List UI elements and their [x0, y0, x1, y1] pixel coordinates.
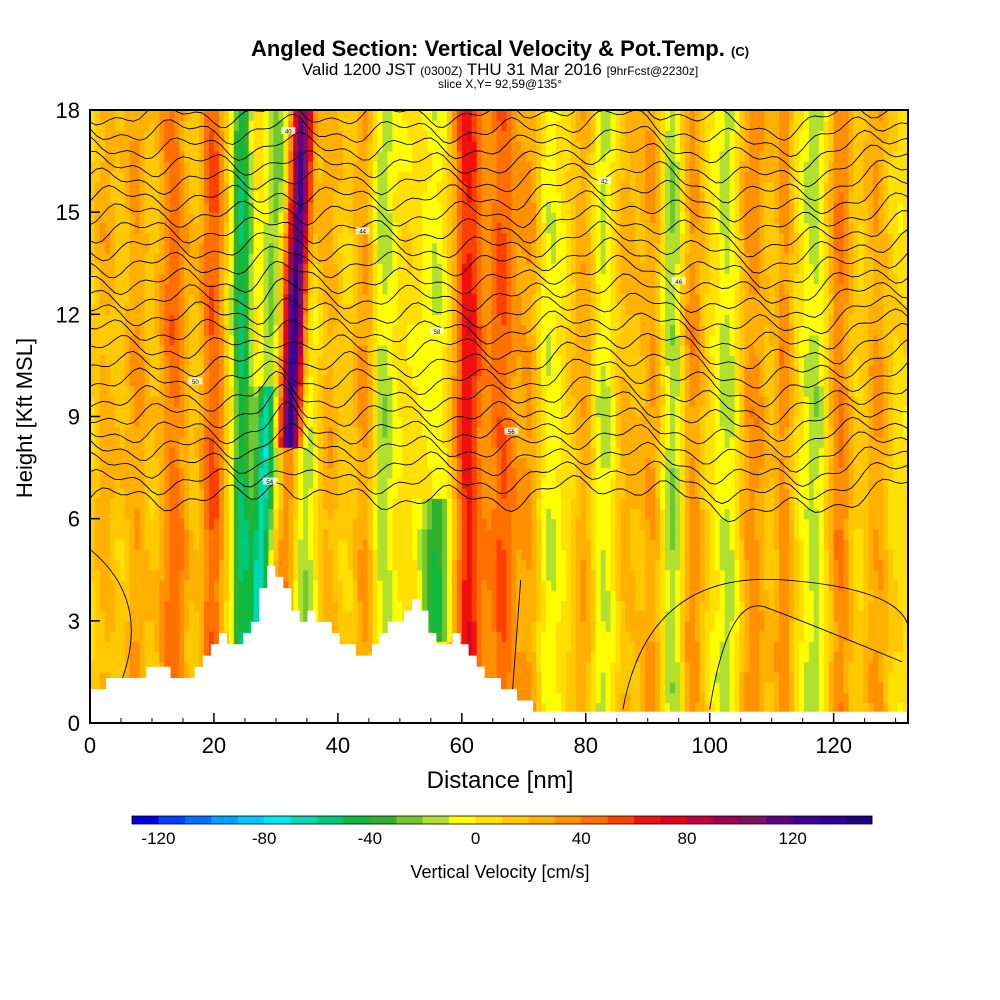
colorbar-swatch	[422, 816, 450, 824]
theta-contour	[90, 358, 908, 408]
theta-contour	[622, 578, 908, 710]
colorbar-tick-label: 80	[678, 829, 697, 848]
terrain	[90, 565, 908, 723]
theta-contour	[90, 441, 908, 487]
axes: 0 20 40 60 80 100 120 0 3 6 9 12 15 18	[56, 98, 897, 758]
colorbar-tick-label: -120	[141, 829, 175, 848]
colorbar-swatch	[396, 816, 424, 824]
contour-label: 54	[266, 480, 273, 486]
contour-label: 50	[192, 380, 199, 386]
x-tick-label: 20	[202, 733, 226, 758]
theta-contour	[90, 126, 908, 173]
colorbar-swatch	[264, 816, 291, 824]
colorbar-tick-label: 120	[779, 829, 807, 848]
theta-contour	[90, 142, 908, 188]
colorbar-swatch	[449, 816, 476, 824]
colorbar-tick-label: -80	[252, 829, 277, 848]
chart-title: Angled Section: Vertical Velocity & Pot.…	[250, 36, 750, 61]
contour-label: 40	[285, 130, 292, 136]
colorbar-swatch	[528, 816, 556, 824]
theta-contour	[90, 460, 908, 505]
x-tick-label: 60	[450, 733, 474, 758]
colorbar-swatch	[766, 816, 794, 824]
colorbar-swatch	[369, 816, 397, 824]
x-tick-label: 40	[326, 733, 350, 758]
colorbar-swatch	[660, 816, 688, 824]
contour-label: 42	[601, 180, 608, 186]
x-tick-label: 100	[691, 733, 728, 758]
colorbar-frame	[131, 815, 873, 825]
colorbar-swatch	[554, 816, 582, 824]
theta-contour	[90, 273, 908, 318]
y-axis-label: Height [Kft MSL]	[12, 337, 37, 499]
colorbar-tick-label: 40	[572, 829, 591, 848]
theta-contour	[90, 423, 908, 473]
theta-contour	[90, 205, 908, 258]
theta-contour	[90, 370, 908, 426]
colorbar-swatch	[317, 816, 344, 824]
colorbar-swatch	[502, 816, 529, 824]
slice-label: slice X,Y= 92,59@135°	[437, 77, 563, 91]
theta-contour	[90, 159, 908, 204]
colorbar-swatch	[581, 816, 609, 824]
colorbar-swatch	[607, 816, 635, 824]
x-tick-label: 0	[84, 733, 96, 758]
theta-contour	[90, 110, 890, 141]
theta-contour	[90, 292, 908, 335]
colorbar-tick-label: 0	[471, 829, 480, 848]
colorbar-swatch	[819, 816, 846, 824]
colorbar-swatch	[845, 816, 873, 824]
colorbar-swatch	[343, 816, 371, 824]
colorbar-swatch	[634, 816, 661, 824]
contour-label: 46	[675, 280, 682, 286]
x-tick-label: 80	[574, 733, 598, 758]
pot-temp-contours: 54 56 50 58 46 44 42 40	[90, 110, 908, 710]
contour-label: 44	[359, 230, 366, 236]
theta-contour	[709, 605, 902, 710]
colorbar-swatch	[184, 816, 212, 824]
y-tick-label: 15	[56, 200, 80, 225]
y-tick-label: 12	[56, 302, 80, 327]
colorbar-swatch	[290, 816, 318, 824]
theta-contour	[90, 322, 908, 370]
contour-label: 56	[508, 430, 515, 436]
theta-contour	[90, 401, 908, 458]
contour-label: 58	[434, 330, 441, 336]
y-tick-label: 0	[68, 711, 80, 736]
theta-contour	[90, 338, 908, 389]
colorbar-label: Vertical Velocity [cm/s]	[410, 862, 590, 882]
colorbar-swatch	[475, 816, 503, 824]
theta-contour	[510, 579, 522, 707]
colorbar-swatch	[237, 816, 265, 824]
vertical-velocity-field	[90, 110, 908, 723]
theta-contour	[90, 220, 908, 274]
terrain-fill	[90, 565, 908, 723]
colorbar: -120 -80 -40 0 40 80 120	[131, 815, 873, 848]
colorbar-tick-label: -40	[358, 829, 383, 848]
theta-contour	[90, 110, 908, 158]
y-tick-label: 18	[56, 98, 80, 123]
y-tick-label: 6	[68, 507, 80, 532]
theta-contour	[90, 190, 908, 241]
colorbar-swatch	[713, 816, 741, 824]
theta-contour	[90, 175, 908, 223]
colorbar-swatch	[792, 816, 820, 824]
theta-contour	[90, 308, 908, 350]
colorbar-swatch	[132, 816, 159, 824]
x-axis-label: Distance [nm]	[426, 767, 574, 794]
y-tick-label: 3	[68, 609, 80, 634]
colorbar-swatch	[158, 816, 186, 824]
theta-contour	[90, 548, 132, 683]
theta-contour	[90, 237, 908, 290]
theta-contour	[90, 475, 908, 523]
chart-subtitle: Valid 1200 JST (0300Z) THU 31 Mar 2016 […	[301, 60, 699, 79]
colorbar-swatch	[739, 816, 767, 824]
y-tick-label: 9	[68, 405, 80, 430]
theta-contour	[90, 254, 908, 304]
colorbar-swatch	[211, 816, 239, 824]
x-tick-label: 120	[815, 733, 852, 758]
theta-contour	[90, 383, 908, 442]
colorbar-swatch	[687, 816, 714, 824]
